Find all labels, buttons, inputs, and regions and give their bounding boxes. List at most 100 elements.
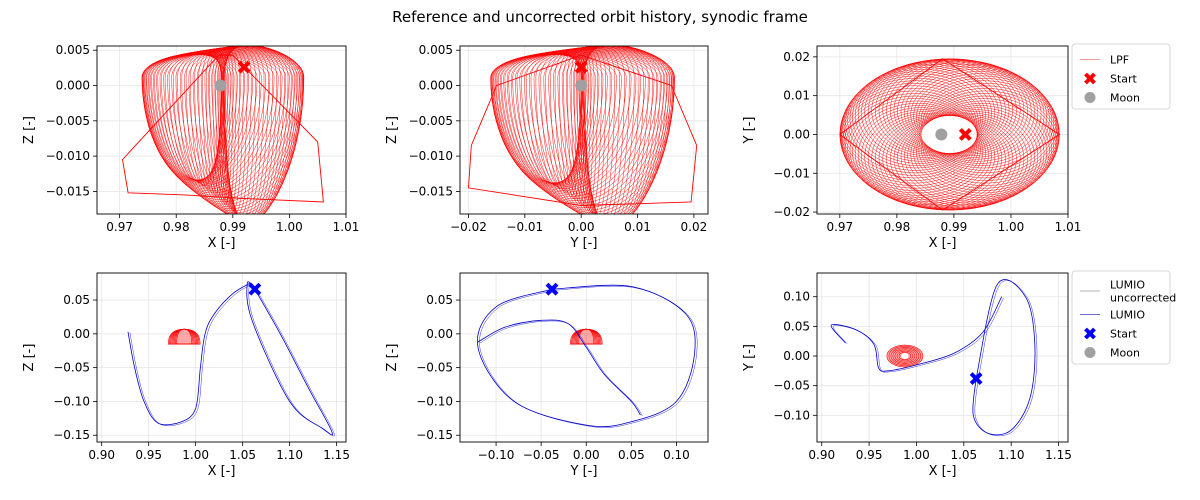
y-axis-label: Y [-]	[742, 344, 757, 372]
legend-item: Moon	[1084, 92, 1140, 105]
lpf-orbit-loop	[494, 50, 659, 202]
lumio-trajectory	[129, 283, 253, 427]
lpf-orbit-loop	[179, 46, 304, 214]
panel-bottom-yz: −0.10 −0.05 0.00 0.05 0.10 0.05 0.00 −0.05 −0.10…	[385, 272, 709, 479]
lpf-orbit	[886, 344, 924, 368]
lpf-orbit-loop	[192, 46, 300, 214]
lpf-orbit-loop	[898, 351, 912, 361]
legend-item: LPF	[1080, 54, 1129, 67]
lpf-orbit-loop	[896, 350, 914, 362]
x-axis-label: X [-]	[208, 464, 236, 479]
lpf-orbit-loop	[892, 348, 918, 364]
legend-item: Start	[1084, 327, 1138, 341]
lpf-orbit-loop	[841, 88, 986, 196]
y-tick-label: −0.015	[46, 184, 90, 198]
plot-area	[122, 46, 324, 214]
lpf-orbit-loop	[142, 51, 279, 192]
lpf-orbit-loop	[553, 46, 667, 214]
y-tick-label: −0.10	[416, 394, 453, 408]
x-tick-label: 0.95	[856, 448, 883, 462]
y-tick-label: −0.15	[53, 428, 90, 442]
x-tick-label: 0.05	[618, 448, 645, 462]
grid	[460, 273, 708, 442]
axes-frame	[816, 272, 1069, 443]
lumio-trajectory	[479, 320, 643, 417]
lpf-orbit-loop	[533, 46, 675, 214]
y-axis-label: Y [-]	[742, 117, 757, 145]
x-tick-label: −0.10	[478, 448, 515, 462]
x-tick-label: 0.98	[163, 220, 190, 234]
x-tick-label: 1.01	[1055, 220, 1082, 234]
lpf-orbit-loop	[888, 345, 922, 367]
y-tick-label: 0.000	[419, 79, 453, 93]
lpf-orbit-loop	[219, 48, 237, 207]
lpf-orbit-loop	[491, 51, 651, 197]
lumio-trajectory	[246, 281, 333, 436]
y-axis-label: Z [-]	[385, 344, 400, 372]
lpf-orbit-loop	[184, 46, 303, 214]
lpf-orbit-loop	[543, 46, 672, 214]
lpf-orbit-loop	[493, 50, 655, 199]
x-axis-label: X [-]	[208, 236, 236, 251]
legend-item: LUMIO	[1080, 309, 1145, 322]
inner-hole	[900, 353, 909, 360]
lumio-trajectory	[972, 279, 1036, 436]
start-marker	[248, 282, 262, 296]
y-tick-label: 0.10	[783, 290, 810, 304]
grid	[817, 273, 1068, 442]
y-tick-label: −0.15	[416, 428, 453, 442]
x-tick-label: 0.90	[808, 448, 835, 462]
x-tick-label: 1.10	[276, 448, 303, 462]
lpf-orbit-loop	[144, 53, 258, 184]
x-tick-label: 1.00	[276, 220, 303, 234]
legend-frame	[1071, 270, 1171, 365]
lumio-trajectory	[248, 282, 335, 437]
y-tick-label: −0.05	[773, 379, 810, 393]
legend-label: Moon	[1110, 92, 1140, 105]
lpf-orbit-loop	[578, 46, 640, 214]
x-tick-label: 1.01	[333, 220, 360, 234]
y-tick-label: 0.00	[783, 127, 810, 141]
lpf-orbit	[490, 46, 675, 214]
y-tick-label: −0.10	[53, 394, 90, 408]
x-tick-label: 1.15	[1045, 448, 1072, 462]
lpf-orbit-loop	[495, 53, 617, 186]
moon-marker	[575, 79, 588, 92]
panel-top-xy: 0.97 0.98 0.99 1.00 1.01 0.02 0.01 0.00 −0.01 −0.…	[742, 45, 1082, 251]
legend-label: Start	[1110, 73, 1138, 86]
lpf-orbit-loop	[565, 46, 657, 214]
lumio-trajectory	[832, 297, 1004, 373]
x-tick-label: 1.15	[323, 448, 350, 462]
legends: LPFStartMoonLUMIOuncorrectedLUMIOStartMo…	[1071, 43, 1176, 365]
axes-frame	[96, 45, 347, 215]
lpf-orbit-loop	[147, 50, 293, 200]
panels: 0.97 0.98 0.99 1.00 1.010.0050.000−0.005−0.0…	[22, 43, 1081, 479]
x-tick-label: −0.05	[523, 448, 560, 462]
moon-marker	[214, 79, 227, 92]
x-tick-label: 0.97	[106, 220, 133, 234]
y-tick-label: −0.05	[416, 361, 453, 375]
y-tick-label: −0.10	[773, 408, 810, 422]
x-tick-label: 0.98	[884, 220, 911, 234]
lpf-orbit-loop	[501, 54, 608, 184]
y-tick-label: −0.010	[409, 149, 453, 163]
lpf-outline	[122, 54, 324, 203]
x-tick-label: 0.97	[826, 220, 853, 234]
x-axis-label: Y [-]	[570, 464, 598, 479]
lpf-outline	[468, 54, 698, 206]
panel-bottom-xy: 0.90 0.95 1.00 1.05 1.10 1.15 0.10 0.05 0.00 −0.0…	[742, 272, 1072, 479]
lpf-orbit-loop	[569, 46, 653, 214]
legend-label: Moon	[1110, 347, 1140, 360]
lpf-orbit	[839, 58, 1060, 211]
legend-frame	[1071, 43, 1171, 110]
legend-x-swatch	[1084, 327, 1096, 340]
y-tick-label: 0.005	[419, 43, 453, 57]
lpf-orbit	[141, 46, 305, 214]
lpf-orbit-loop	[144, 50, 287, 196]
lpf-orbit-loop	[145, 50, 290, 198]
axes-frame	[459, 272, 709, 443]
legend-x-swatch	[1084, 72, 1096, 85]
x-tick-label: 0.99	[941, 220, 968, 234]
legend-label: Start	[1110, 328, 1138, 341]
